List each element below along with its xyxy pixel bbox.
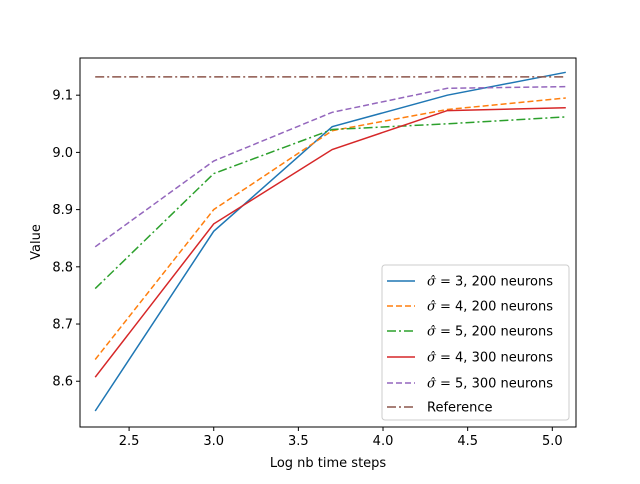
legend-series-text: 4, 300 neurons xyxy=(455,351,553,366)
y-tick-label: 9.1 xyxy=(52,89,73,104)
legend-series-text: 3, 200 neurons xyxy=(455,275,553,290)
legend-sigma-symbol: σ̂ = xyxy=(427,377,455,392)
y-axis-ticks: 8.6 8.7 8.8 8.9 9.0 9.1 xyxy=(52,89,80,390)
legend-box xyxy=(381,264,570,421)
legend-label-3: σ̂ = 5, 200 neurons xyxy=(427,325,553,340)
legend-sigma-symbol: σ̂ = xyxy=(427,351,455,366)
x-tick-label: 3.0 xyxy=(203,434,224,449)
legend-series-text: 5, 200 neurons xyxy=(455,325,553,340)
legend-label-5: σ̂ = 5, 300 neurons xyxy=(427,377,553,392)
series-line-1 xyxy=(94,71,566,412)
y-tick-label: 8.9 xyxy=(52,203,73,218)
y-tick-label: 8.7 xyxy=(52,318,73,333)
legend-label-2: σ̂ = 4, 200 neurons xyxy=(427,300,553,315)
y-tick-label: 9.0 xyxy=(52,146,73,161)
series-line-2 xyxy=(94,97,566,360)
x-tick-label: 4.5 xyxy=(457,434,478,449)
legend-sigma-symbol: σ̂ = xyxy=(427,275,455,290)
legend-label-1: σ̂ = 3, 200 neurons xyxy=(427,275,553,290)
x-axis-ticks: 2.5 3.0 3.5 4.0 4.5 5.0 xyxy=(119,427,563,449)
x-tick-label: 3.5 xyxy=(288,434,309,449)
series-layer xyxy=(94,71,566,412)
x-tick-label: 2.5 xyxy=(119,434,140,449)
y-tick-label: 8.8 xyxy=(52,260,73,275)
legend-sigma-symbol: σ̂ = xyxy=(427,300,455,315)
y-tick-label: 8.6 xyxy=(52,375,73,390)
x-tick-label: 4.0 xyxy=(373,434,394,449)
series-line-5 xyxy=(94,85,566,248)
legend-label-4: σ̂ = 4, 300 neurons xyxy=(427,351,553,366)
series-line-4 xyxy=(94,107,566,378)
legend-series-text: 4, 200 neurons xyxy=(455,300,553,315)
legend-sigma-symbol: σ̂ = xyxy=(427,325,455,340)
legend-label-6: Reference xyxy=(427,401,492,416)
x-axis-label: Log nb time steps xyxy=(270,456,387,471)
x-tick-label: 5.0 xyxy=(542,434,563,449)
y-axis-label: Value xyxy=(29,224,44,260)
legend-series-text: 5, 300 neurons xyxy=(455,377,553,392)
plot-frame xyxy=(79,57,577,428)
series-line-3 xyxy=(94,116,566,290)
